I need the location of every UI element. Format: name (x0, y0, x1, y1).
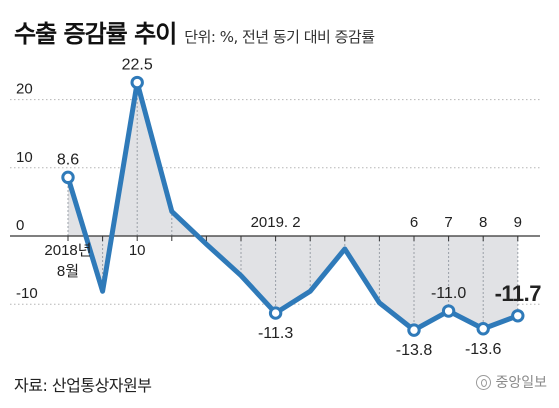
y-tick-label: 0 (16, 217, 24, 234)
area-layer (67, 82, 519, 331)
y-tick-label: 10 (16, 149, 33, 166)
x-tick-label: 8 (479, 214, 487, 231)
x-tick-label: 6 (410, 214, 418, 231)
publisher-name: 중앙일보 (495, 375, 547, 391)
data-label: -13.8 (396, 342, 433, 359)
source-note: 자료: 산업통상자원부 (14, 376, 152, 395)
publisher-logo: 중앙일보 (476, 372, 547, 392)
chart-header: 수출 증감률 추이 단위: %, 전년 동기 대비 증감률 (14, 14, 375, 54)
data-point-marker (130, 75, 144, 90)
data-label: -11.0 (431, 285, 466, 302)
axis-layer (10, 235, 540, 241)
data-label: -13.6 (465, 341, 502, 358)
data-label: 8.6 (57, 151, 79, 168)
x-tick-label: 10 (129, 242, 146, 259)
y-tick-label: 20 (16, 81, 33, 98)
data-point-marker (441, 304, 456, 318)
data-label: -11.7 (495, 281, 542, 306)
chart-title: 수출 증감률 추이 (14, 20, 177, 48)
series-area (68, 82, 518, 331)
x-tick-label: 2019. 2 (251, 214, 301, 231)
data-point-marker (61, 170, 75, 185)
x-tick-label: 9 (514, 214, 522, 231)
joongang-logo-icon (476, 374, 492, 390)
x-tick-label: 2018년 (44, 242, 91, 259)
chart-subtitle: 단위: %, 전년 동기 대비 증감률 (184, 28, 375, 46)
data-label: -11.3 (258, 325, 293, 342)
x-tick-label: 8월 (57, 263, 79, 280)
label-layer: 20 10 0 -10 2018년 8월 10 2019. 2 6 7 8 9 8.6 22.5 -11.3… (16, 57, 542, 360)
data-point-marker (407, 323, 421, 337)
data-point-marker (511, 309, 525, 323)
data-point-marker (476, 322, 490, 336)
marker-layer (61, 75, 525, 337)
y-tick-label: -10 (16, 285, 38, 302)
data-label: 22.5 (122, 57, 153, 74)
x-tick-label: 7 (444, 214, 452, 231)
data-point-marker (268, 306, 283, 320)
